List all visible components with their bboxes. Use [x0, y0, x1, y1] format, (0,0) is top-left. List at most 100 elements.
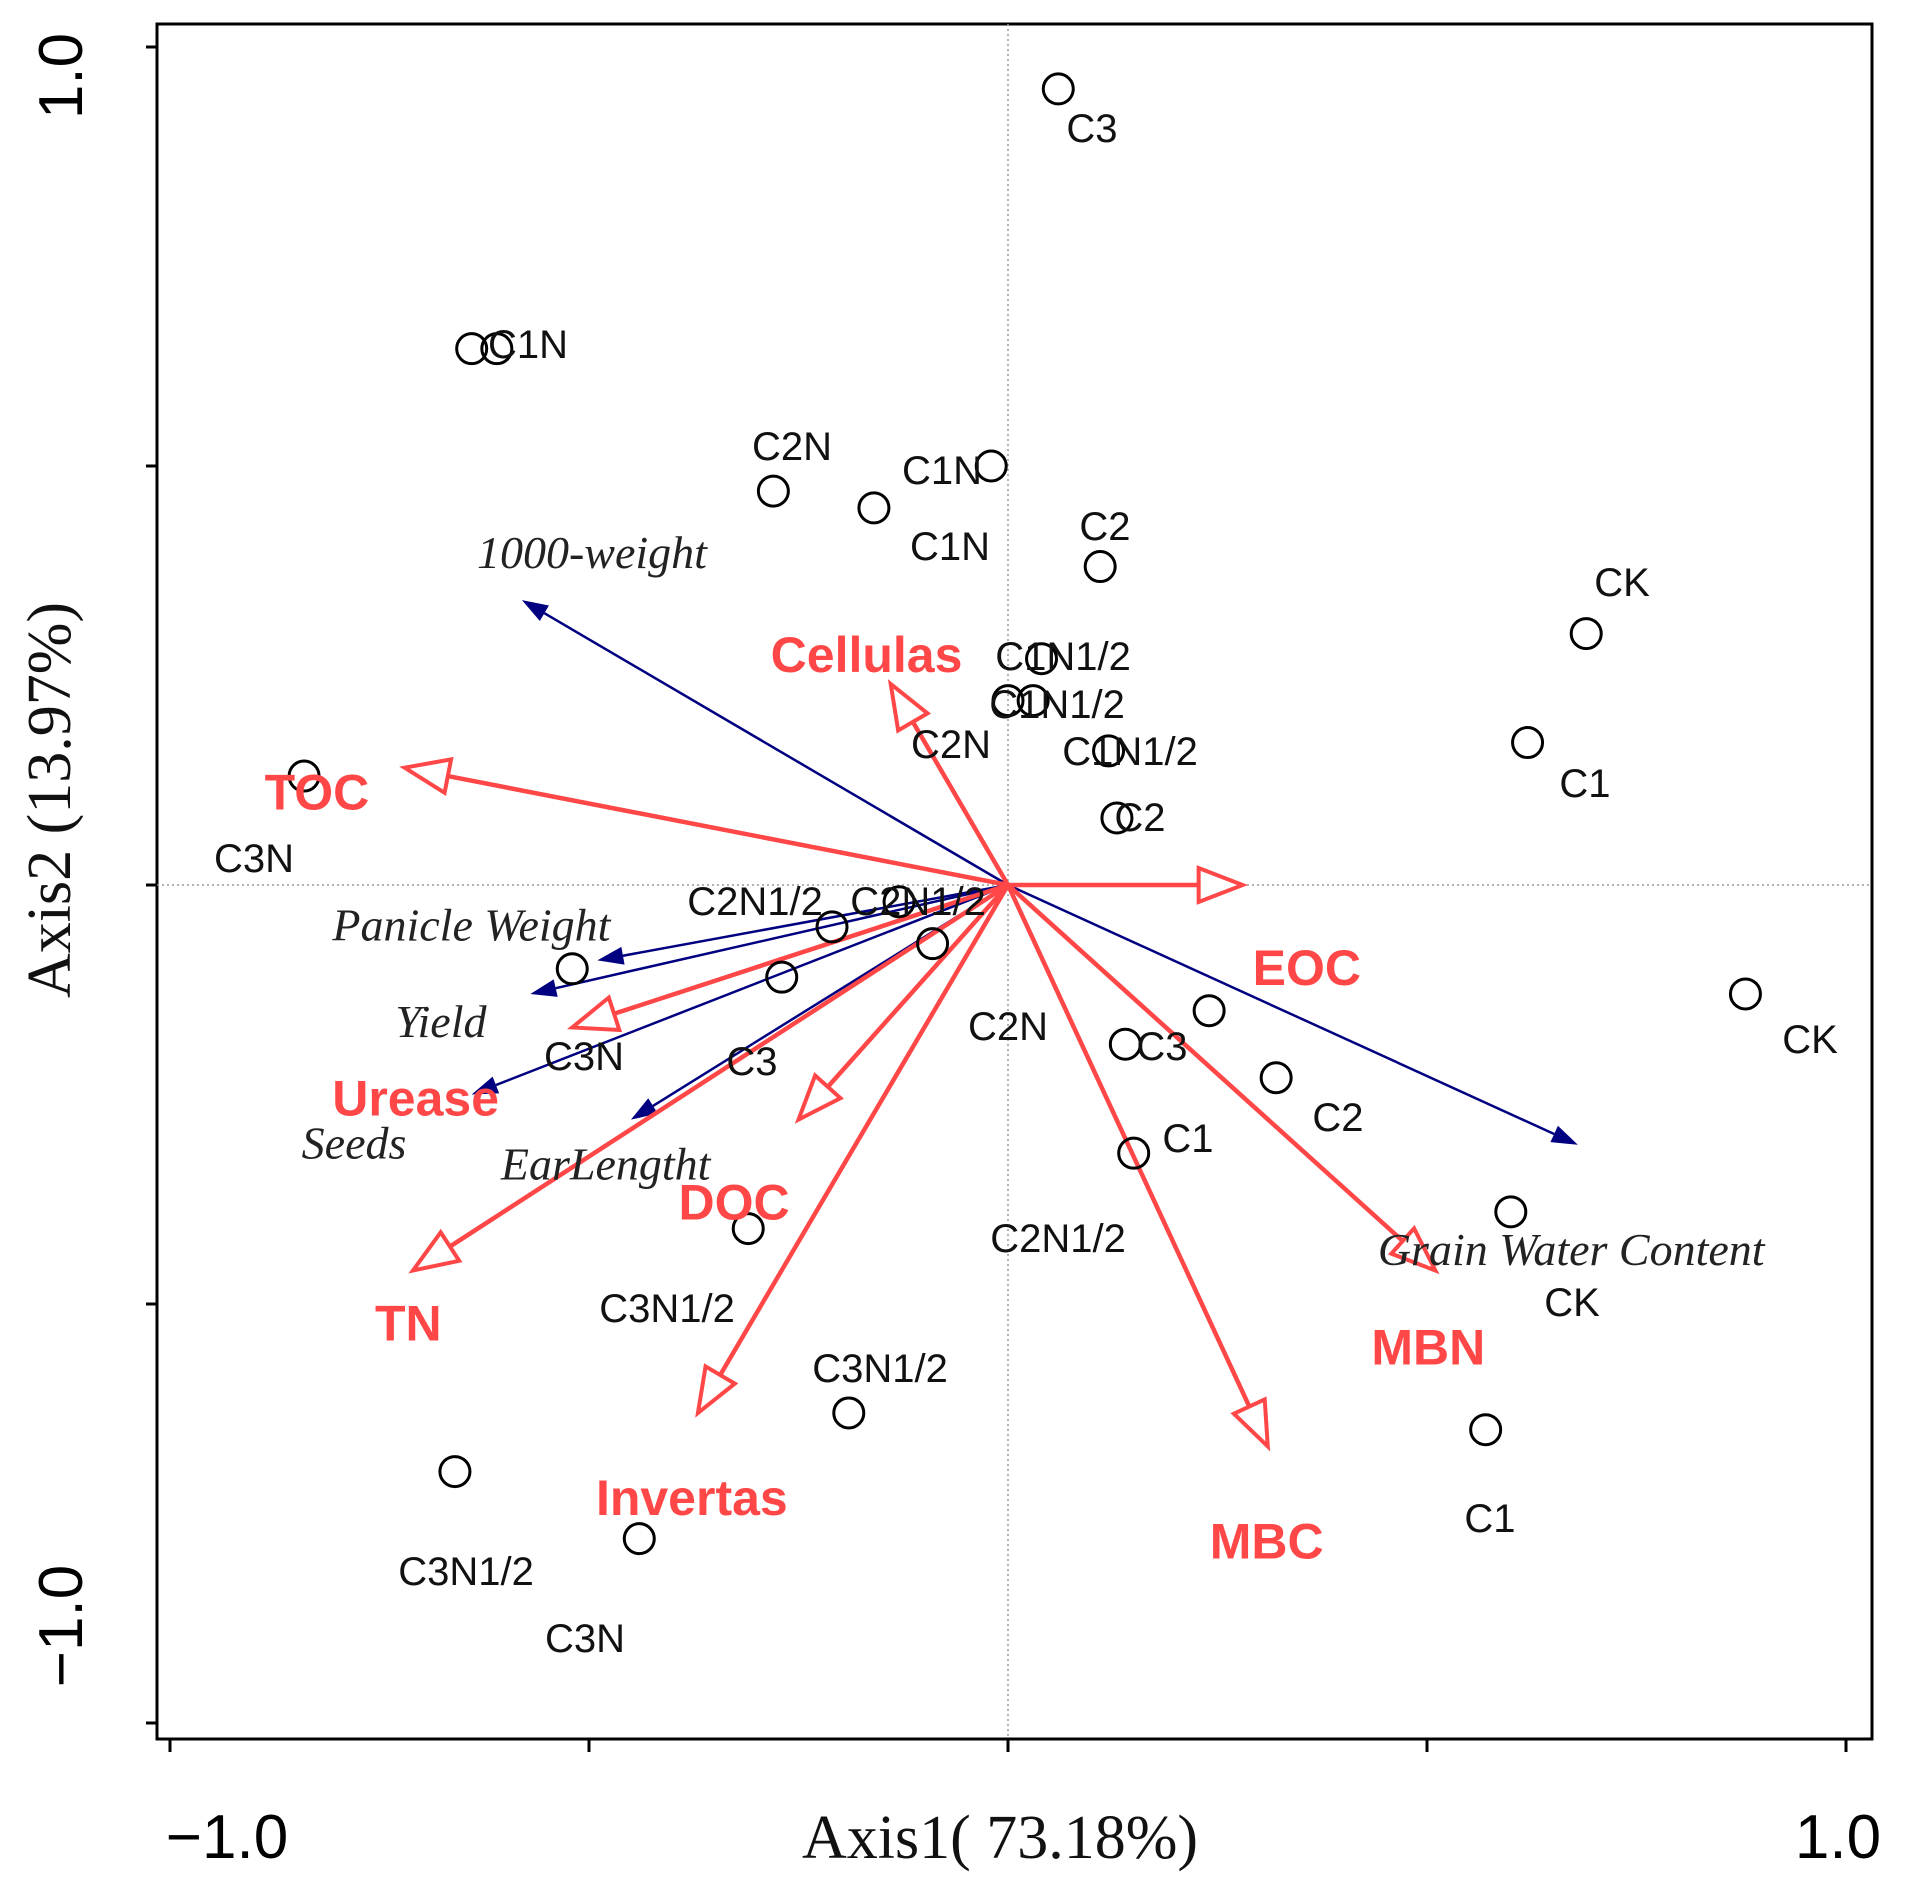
site-label-c2n-9: C2N	[911, 723, 991, 767]
y-tick-label-max: 1.0	[27, 33, 96, 119]
site-label-c2-21: C2	[1312, 1096, 1363, 1140]
env-label-urease: Urease	[332, 1070, 499, 1126]
site-point-c1n-5	[857, 491, 891, 525]
site-point-ck-20	[1728, 977, 1762, 1011]
site-label-c1-27: C1	[1464, 1497, 1515, 1541]
site-point-c2n-17	[916, 927, 950, 961]
env-label-cellulas: Cellulas	[771, 627, 963, 683]
site-label-c3n1-2-24: C3N1/2	[599, 1287, 735, 1331]
site-label-c2n1-2-23: C2N1/2	[990, 1217, 1126, 1261]
site-label-c3n-29: C3N	[545, 1617, 625, 1661]
env-arrowhead-doc	[794, 1072, 844, 1124]
site-point-c1n1-2-11	[1092, 734, 1126, 768]
site-point-c3-19	[765, 960, 799, 994]
site-label-c2n-16: C2N	[968, 1005, 1048, 1049]
species-arrow-seeds	[495, 883, 1009, 1087]
env-label-invertas: Invertas	[596, 1470, 788, 1526]
env-arrowhead-invertas	[695, 1363, 739, 1418]
site-label-c2n1-2-14: C2N1/2	[687, 880, 823, 924]
site-label-c2n-2: C2N	[752, 425, 832, 469]
site-label-c2n1-2-15: C2N1/2	[850, 880, 986, 924]
site-points	[287, 72, 1762, 1556]
y-tick-label-min: −1.0	[27, 1565, 96, 1687]
environmental-labels: Cellulas TOC EOC Urease DOC TN Invertas MBC MBN	[265, 627, 1486, 1570]
site-label-c3n1-2-28: C3N1/2	[398, 1550, 534, 1594]
y-axis-title: Axis2 (13.97%)	[16, 602, 84, 998]
species-arrowhead-panicle-weight	[597, 946, 625, 965]
site-point-c2n-10	[991, 684, 1025, 718]
site-point-c3n-14	[287, 759, 321, 793]
site-label-c1n1-2-10: C1N1/2	[1062, 730, 1198, 774]
species-arrow-panicle-weight	[622, 883, 1009, 957]
env-arrowhead-urease	[566, 994, 623, 1033]
x-axis-ticks	[168, 1739, 1848, 1752]
site-label-c3n-17: C3N	[544, 1035, 624, 1079]
site-point-c1n1-2-8	[1025, 642, 1059, 676]
species-label-seeds: Seeds	[302, 1118, 407, 1169]
x-tick-label-max: 1.0	[1795, 1803, 1881, 1872]
species-label-1000-weight: 1000-weight	[477, 527, 708, 578]
species-labels: 1000-weight Panicle Weight Yield Seeds EarLe…	[302, 527, 1766, 1275]
site-point-c3-0	[1041, 72, 1075, 106]
site-label-c1n1-2-8: C1N1/2	[989, 683, 1125, 727]
env-arrowhead-tn	[408, 1228, 463, 1274]
site-point-c3n1-2-29	[438, 1455, 472, 1489]
env-arrow-doc	[826, 883, 1010, 1089]
site-label-c2-5: C2	[1079, 505, 1130, 549]
env-arrowhead-mbn	[1387, 1224, 1440, 1275]
site-point-c1n-4	[974, 449, 1008, 483]
species-label-earlengtht: EarLengtht	[500, 1139, 712, 1190]
site-label-c1n-4: C1N	[910, 525, 990, 569]
env-arrowhead-mbc	[1230, 1396, 1271, 1452]
site-label-c1n-1: C1N	[488, 323, 568, 367]
site-label-ck-6: CK	[1594, 561, 1650, 605]
env-arrow-urease	[613, 882, 1009, 1016]
site-point-c1n-1	[455, 332, 489, 366]
site-label-c3-18: C3	[726, 1040, 777, 1084]
species-arrows	[471, 600, 1578, 1145]
x-tick-label-min: −1.0	[166, 1803, 288, 1872]
y-axis-ticks	[146, 45, 157, 1725]
env-arrow-mbn	[1006, 883, 1405, 1243]
plot-frame	[155, 22, 1874, 1741]
species-arrow-yield	[555, 883, 1009, 990]
site-point-c1-28	[1469, 1413, 1503, 1447]
species-arrowhead-seeds	[471, 1076, 500, 1095]
site-point-c2-13	[1100, 801, 1134, 835]
site-point-c3n-30	[622, 1522, 656, 1556]
env-label-tn: TN	[375, 1295, 442, 1351]
env-arrowhead-cellulas	[887, 679, 932, 734]
species-arrow-grain-water-content	[1007, 883, 1555, 1136]
species-arrowhead-yield	[530, 979, 558, 997]
env-label-toc: TOC	[265, 765, 370, 821]
x-axis-title: Axis1( 73.18%)	[802, 1804, 1198, 1872]
site-label-c1-11: C1	[1559, 762, 1610, 806]
site-point-c2-6	[1083, 550, 1117, 584]
site-point-c2n-22	[1192, 994, 1226, 1028]
site-point-c1n-2	[480, 332, 514, 366]
env-label-doc: DOC	[679, 1175, 790, 1231]
site-point-ck-7	[1569, 617, 1603, 651]
env-label-mbc: MBC	[1210, 1513, 1324, 1569]
site-point-c1n1-2-9	[1016, 684, 1050, 718]
site-label-ck-19: CK	[1782, 1018, 1838, 1062]
env-arrowhead-toc	[399, 756, 454, 797]
site-label-c3-20: C3	[1136, 1025, 1187, 1069]
site-label-c1n1-2-7: C1N1/2	[995, 635, 1131, 679]
site-point-c2-23	[1259, 1061, 1293, 1095]
site-point-ck-25	[1494, 1195, 1528, 1229]
species-label-panicle-weight: Panicle Weight	[331, 899, 611, 950]
site-point-c1-12	[1511, 726, 1545, 760]
env-label-eoc: EOC	[1253, 940, 1361, 996]
site-point-c3n1-2-27	[832, 1396, 866, 1430]
site-label-c3-0: C3	[1066, 107, 1117, 151]
site-point-c2n1-2-16	[882, 885, 916, 919]
site-point-c2n-3	[756, 474, 790, 508]
env-arrowhead-eoc	[1196, 865, 1249, 905]
site-point-c1-24	[1117, 1136, 1151, 1170]
site-point-c2n1-2-26	[731, 1212, 765, 1246]
species-arrowhead-grain-water-content	[1550, 1125, 1578, 1145]
env-arrow-cellulas	[910, 720, 1010, 887]
